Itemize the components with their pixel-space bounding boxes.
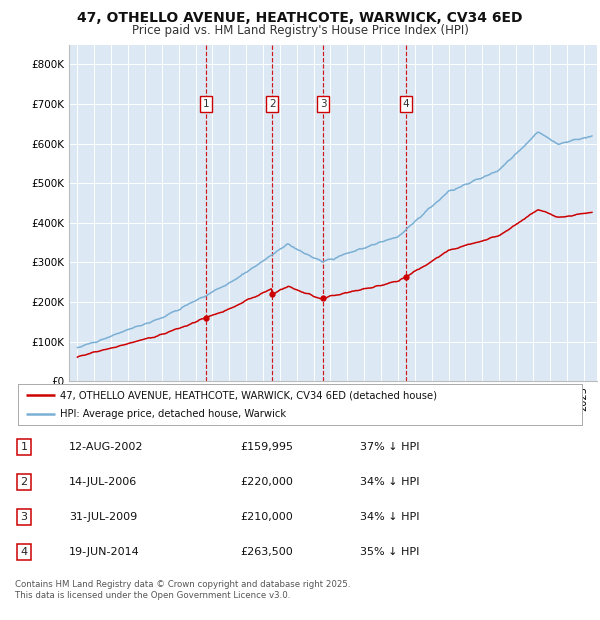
Text: 35% ↓ HPI: 35% ↓ HPI bbox=[360, 547, 419, 557]
Text: 4: 4 bbox=[403, 99, 409, 109]
Text: 2: 2 bbox=[20, 477, 28, 487]
Text: £263,500: £263,500 bbox=[240, 547, 293, 557]
Text: 47, OTHELLO AVENUE, HEATHCOTE, WARWICK, CV34 6ED: 47, OTHELLO AVENUE, HEATHCOTE, WARWICK, … bbox=[77, 11, 523, 25]
Text: 14-JUL-2006: 14-JUL-2006 bbox=[69, 477, 137, 487]
Text: £159,995: £159,995 bbox=[240, 442, 293, 452]
Text: HPI: Average price, detached house, Warwick: HPI: Average price, detached house, Warw… bbox=[60, 409, 286, 419]
Text: 12-AUG-2002: 12-AUG-2002 bbox=[69, 442, 143, 452]
Text: 47, OTHELLO AVENUE, HEATHCOTE, WARWICK, CV34 6ED (detached house): 47, OTHELLO AVENUE, HEATHCOTE, WARWICK, … bbox=[60, 390, 437, 401]
Text: Price paid vs. HM Land Registry's House Price Index (HPI): Price paid vs. HM Land Registry's House … bbox=[131, 24, 469, 37]
Text: 34% ↓ HPI: 34% ↓ HPI bbox=[360, 477, 419, 487]
Text: £220,000: £220,000 bbox=[240, 477, 293, 487]
Text: 19-JUN-2014: 19-JUN-2014 bbox=[69, 547, 140, 557]
Text: Contains HM Land Registry data © Crown copyright and database right 2025.
This d: Contains HM Land Registry data © Crown c… bbox=[15, 580, 350, 601]
Text: 37% ↓ HPI: 37% ↓ HPI bbox=[360, 442, 419, 452]
Text: 2: 2 bbox=[269, 99, 275, 109]
Text: £210,000: £210,000 bbox=[240, 512, 293, 522]
Text: 4: 4 bbox=[20, 547, 28, 557]
Text: 1: 1 bbox=[203, 99, 209, 109]
Text: 31-JUL-2009: 31-JUL-2009 bbox=[69, 512, 137, 522]
Text: 3: 3 bbox=[320, 99, 327, 109]
Text: 1: 1 bbox=[20, 442, 28, 452]
Text: 3: 3 bbox=[20, 512, 28, 522]
Text: 34% ↓ HPI: 34% ↓ HPI bbox=[360, 512, 419, 522]
